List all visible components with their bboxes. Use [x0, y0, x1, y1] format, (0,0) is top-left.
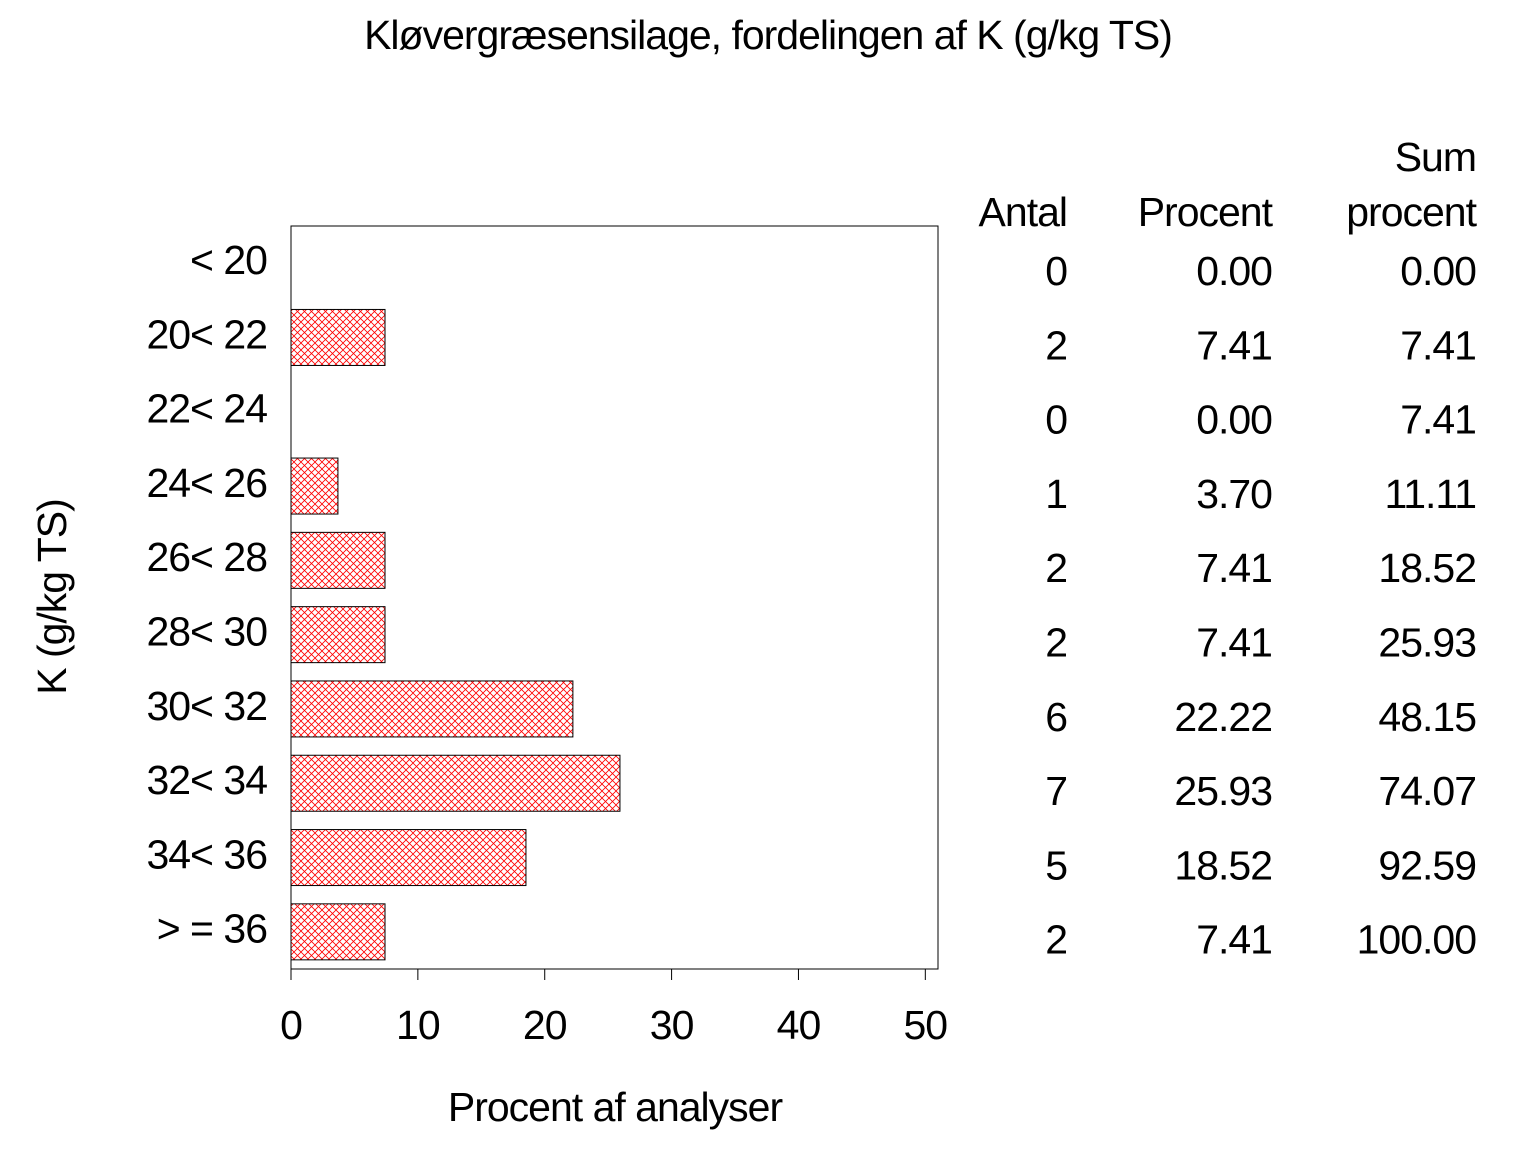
- table-count: 2: [1045, 545, 1067, 591]
- table-count: 0: [1045, 397, 1067, 443]
- x-tick-label: 10: [396, 1002, 440, 1048]
- table-header: Sum procent: [1346, 134, 1477, 235]
- table-cumulative: 25.93: [1378, 619, 1476, 665]
- table-header: Antal: [978, 189, 1068, 235]
- x-axis-label: Procent af analyser: [448, 1084, 783, 1130]
- table-count: 2: [1045, 619, 1067, 665]
- bar: [290, 531, 386, 589]
- bar: [290, 754, 621, 812]
- y-tick-label: 34< 36: [146, 831, 267, 877]
- chart-title: Kløvergræsensilage, fordelingen af K (g/…: [364, 12, 1172, 58]
- x-tick-label: 0: [280, 1002, 302, 1048]
- table-percent: 0.00: [1196, 248, 1272, 294]
- table-count: 1: [1045, 471, 1067, 517]
- table-cumulative: 0.00: [1400, 248, 1476, 294]
- y-tick-label: 22< 24: [146, 386, 267, 432]
- y-tick-label: 32< 34: [146, 757, 267, 803]
- table-percent: 18.52: [1174, 842, 1272, 888]
- table-cumulative: 100.00: [1357, 917, 1477, 963]
- bar: [290, 457, 339, 515]
- y-tick-label: 24< 26: [146, 460, 267, 506]
- table-percent: 0.00: [1196, 397, 1272, 443]
- bar: [290, 606, 386, 664]
- table-percent: 7.41: [1196, 545, 1272, 591]
- table-count: 2: [1045, 917, 1067, 963]
- y-tick-label: 20< 22: [146, 311, 267, 357]
- y-tick-label: 30< 32: [146, 683, 267, 729]
- table-count: 0: [1045, 248, 1067, 294]
- table-cumulative: 48.15: [1378, 694, 1476, 740]
- table-percent: 7.41: [1196, 322, 1272, 368]
- y-tick-label: < 20: [190, 237, 267, 283]
- table-count: 2: [1045, 322, 1067, 368]
- table-header: Procent: [1137, 189, 1273, 235]
- bar: [290, 829, 527, 887]
- table-cumulative: 11.11: [1384, 471, 1476, 517]
- bar: [290, 903, 386, 961]
- plot-frame: [290, 225, 939, 970]
- bar: [290, 680, 574, 738]
- table-percent: 7.41: [1196, 917, 1272, 963]
- table-percent: 25.93: [1174, 768, 1272, 814]
- x-tick-label: 40: [777, 1002, 821, 1048]
- table-percent: 22.22: [1174, 694, 1272, 740]
- x-tick-label: 20: [523, 1002, 567, 1048]
- table-percent: 3.70: [1196, 471, 1272, 517]
- table-count: 6: [1045, 694, 1067, 740]
- y-axis-label: K (g/kg TS): [29, 499, 75, 695]
- table-cumulative: 7.41: [1400, 397, 1476, 443]
- table-cumulative: 74.07: [1378, 768, 1476, 814]
- y-tick-label: 26< 28: [146, 534, 267, 580]
- y-tick-label: 28< 30: [146, 608, 267, 654]
- x-tick-label: 50: [904, 1002, 948, 1048]
- bar: [290, 308, 386, 366]
- y-tick-label: > = 36: [157, 906, 267, 952]
- table-percent: 7.41: [1196, 619, 1272, 665]
- table-count: 5: [1045, 842, 1067, 888]
- table-count: 7: [1045, 768, 1067, 814]
- table-cumulative: 18.52: [1378, 545, 1476, 591]
- table-cumulative: 7.41: [1400, 322, 1476, 368]
- x-tick-label: 30: [650, 1002, 694, 1048]
- table-cumulative: 92.59: [1378, 842, 1476, 888]
